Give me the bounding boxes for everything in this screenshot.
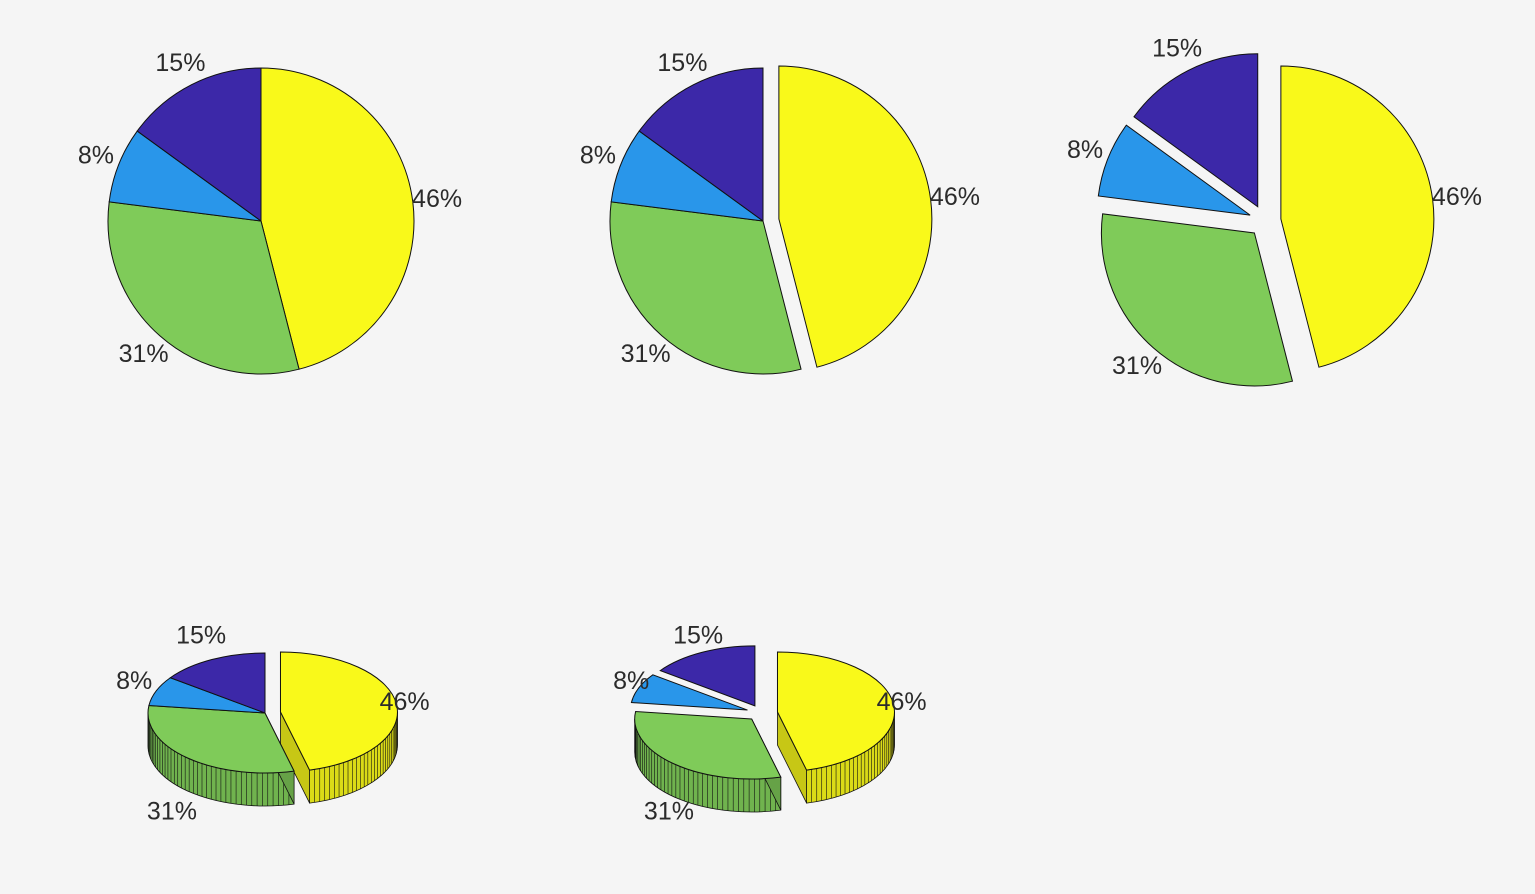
pie-1-slice-31%	[107, 201, 300, 375]
pie-3-label: 8%	[1067, 136, 1103, 164]
pie-chart-2: 46% 31% 8% 15%	[580, 49, 980, 375]
pie-chart-3d-1: 46% 31% 8% 15%	[116, 621, 430, 825]
pie-3-label: 15%	[1152, 35, 1202, 63]
pie-2-label: 15%	[657, 49, 707, 77]
pie-2-label: 8%	[580, 142, 616, 170]
pie-1-label: 31%	[119, 340, 169, 368]
pie-3-slice-8%	[1097, 124, 1251, 216]
pie-5-slice-8%	[630, 674, 748, 711]
pie-5-label: 31%	[644, 797, 694, 825]
pie-4-label: 15%	[176, 621, 226, 649]
pie-3-slice-46%	[1280, 65, 1435, 368]
pie-1-slice-46%	[260, 67, 415, 370]
pie-3-slice-15%	[1133, 53, 1259, 208]
pie-1-label: 15%	[155, 49, 205, 77]
pie-5-slice-46%	[776, 651, 895, 771]
pie-2-label: 46%	[930, 183, 980, 211]
pie-5-label: 46%	[877, 688, 927, 716]
pie-5-slice-31%	[634, 710, 782, 780]
pie-2-slice-46%	[778, 65, 933, 368]
pie-4-label: 8%	[116, 667, 152, 695]
pie-5-label: 15%	[673, 621, 723, 649]
pie-4-slice-31%	[147, 704, 295, 774]
pie-5-label: 8%	[613, 667, 649, 695]
pie-chart-3d-2: 46% 31% 8% 15%	[613, 621, 927, 825]
pie-3-slice-31%	[1100, 213, 1294, 387]
pie-2-label: 31%	[621, 340, 671, 368]
pie-4-slice-46%	[279, 651, 398, 771]
pie-3-label: 46%	[1432, 183, 1482, 211]
pie-5-slice-15%	[659, 645, 756, 707]
pie-2-slice-31%	[609, 201, 802, 375]
pie-4-label: 31%	[147, 797, 197, 825]
pie-2-slice-15%	[638, 67, 764, 222]
pie-4-slice-15%	[169, 652, 266, 714]
pie-chart-3: 46% 31% 8% 15%	[1067, 35, 1482, 387]
pie-1-label: 8%	[78, 142, 114, 170]
pie-4-label: 46%	[380, 688, 430, 716]
pie-1-slice-15%	[136, 67, 262, 222]
pie-1-label: 46%	[412, 185, 462, 213]
pie-3-label: 31%	[1112, 352, 1162, 380]
pie-chart-1: 46% 31% 8% 15%	[78, 49, 462, 375]
